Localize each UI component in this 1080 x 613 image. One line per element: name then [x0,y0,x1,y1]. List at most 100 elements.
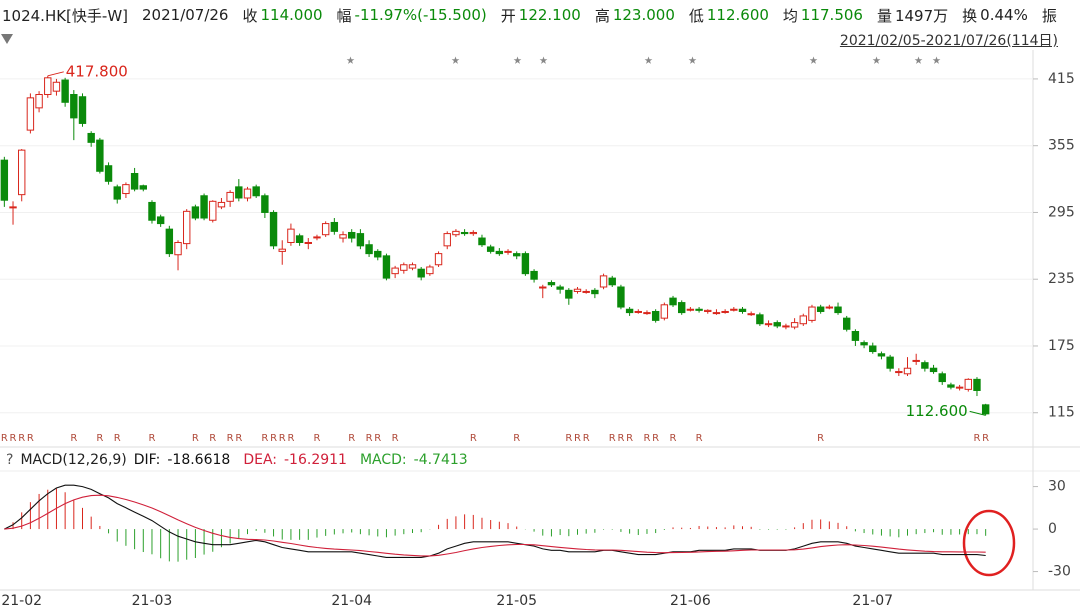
y-tick-label: 235 [1048,271,1075,287]
candle-body [382,255,391,279]
candle-body [608,277,616,286]
candle-body [443,233,451,247]
annotation-arrow [969,410,986,416]
quote-value: 123.000 [612,6,675,24]
dropdown-arrow [1,34,13,44]
annotation: 112.600 [906,402,968,420]
r-flag: R [643,433,650,444]
candle-body [374,250,382,258]
symbol: 1024.HK[快手-W] [2,6,129,25]
candle-body [78,96,87,124]
r-flag: R [18,433,25,444]
r-flag: R [513,433,520,444]
candle-body [130,173,139,190]
candle-body [938,373,946,383]
event-stars [346,56,941,64]
quote-value: 122.100 [518,6,581,24]
candle-body [886,356,894,369]
quote-label: 收 [242,6,258,25]
legend-label: MACD: [360,452,407,468]
macd-line [4,484,986,558]
r-flag: R [374,433,381,444]
candle-body [513,253,521,257]
annotation: 417.800 [66,62,128,80]
r-flag: R [817,433,824,444]
r-flag: R [114,433,121,444]
annotation-arrow [47,71,64,77]
candle-body [912,359,920,362]
candle-body [209,200,217,221]
candle-body [582,290,590,293]
quote-label: 高 [594,6,610,25]
y-tick-label: 415 [1048,71,1075,87]
y-tick-label: 115 [1048,405,1075,421]
x-tick-label: 21-07 [852,593,893,609]
candle-body [565,289,573,299]
y-tick-label: 30 [1048,479,1066,495]
quote-label: 均 [782,6,798,25]
candle-body [721,310,729,313]
quote-label: 低 [688,6,704,25]
r-flag: R [270,433,277,444]
candle-body [9,206,17,209]
candle-body [825,306,834,309]
candle-body [339,234,347,239]
candle-body [261,195,269,213]
candle-body [547,282,556,286]
r-flag: R [609,433,616,444]
candle-body [929,367,938,373]
candle-body [773,322,781,327]
candle-body [417,268,425,278]
y-tick-label: 295 [1048,204,1075,220]
candle-body [651,310,660,321]
candle-body [408,264,417,269]
candle-body [686,308,695,311]
candle-body [156,216,165,225]
r-flag: R [583,433,590,444]
candle-body [730,308,738,311]
r-flag: R [70,433,77,444]
candle-body [799,315,807,325]
candle-body [452,230,460,236]
candle-body [860,342,868,346]
quote-label: 换 [962,6,978,25]
candle-body [287,228,295,243]
candle-body [851,331,860,341]
candle-body [782,325,790,328]
quote-value: 117.506 [800,6,863,24]
candle-body [122,184,130,195]
candle-body [947,384,955,388]
quote-label: 振 [1041,6,1057,25]
candle-body [903,367,912,375]
candle-body [704,309,712,312]
date-range[interactable]: 2021/02/05-2021/07/26(114日) [839,33,1058,49]
r-flag: R [313,433,320,444]
candle-body [573,288,582,292]
r-flag: R [192,433,199,444]
candle-body [964,378,972,390]
range-dropdown[interactable] [0,33,14,45]
candle-body [834,306,842,314]
candle-body [747,313,755,316]
candle-body [191,206,200,219]
quote-header: 1024.HK[快手-W] 2021/07/26 收 114.000 幅 -11.97%(… [2,3,1071,27]
candle-body [61,79,69,103]
candle-body [200,195,208,219]
candle-body [44,77,52,96]
quote-value: -11.97%(-15.500) [354,6,487,24]
r-flag: R [287,433,294,444]
candle-body [660,304,669,319]
candle-body [695,308,703,311]
candle-body [504,250,512,253]
candle-body [921,362,929,369]
r-flag: R [148,433,155,444]
r-flag: R [574,433,581,444]
quote-value: 112.600 [706,6,769,24]
candle-body [678,302,686,314]
y-tick-label: 175 [1048,338,1075,354]
candle-body [52,81,61,92]
candle-body [625,308,634,314]
highlight-circle [962,509,1016,577]
y-tick-label: -30 [1048,564,1071,580]
candle-body [295,235,304,243]
